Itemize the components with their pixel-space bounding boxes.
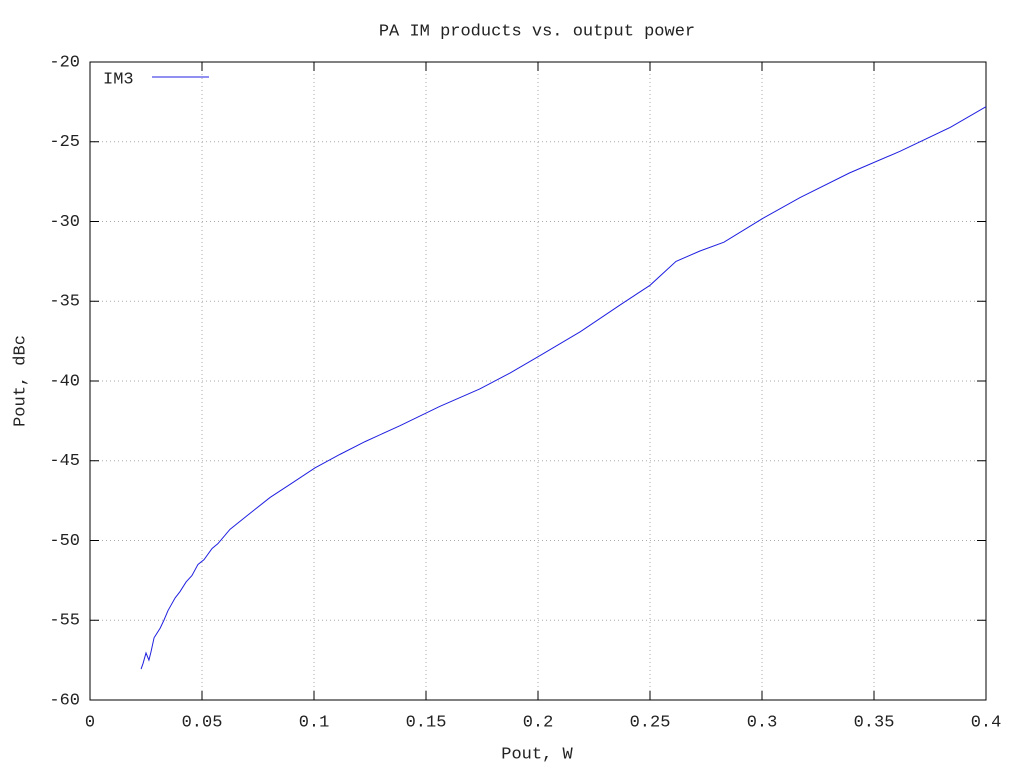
y-tick-label: -55 <box>49 612 80 631</box>
data-line <box>140 106 987 670</box>
y-tick-label: -20 <box>49 53 80 72</box>
x-tick-label: 0.4 <box>971 713 1002 732</box>
plot-frame <box>89 61 987 701</box>
x-tick-label: 0.1 <box>299 713 330 732</box>
y-tick-label: -35 <box>49 293 80 312</box>
y-tick-label: -60 <box>49 691 80 710</box>
x-tick-label: 0.2 <box>523 713 554 732</box>
x-tick-label: 0.05 <box>182 713 223 732</box>
y-tick-label: -30 <box>49 213 80 232</box>
x-tick-label: 0 <box>85 713 95 732</box>
y-axis-label: Pout, dBc <box>11 335 30 427</box>
x-tick-label: 0.25 <box>630 713 671 732</box>
y-tick-label: -50 <box>49 532 80 551</box>
x-axis-label: Pout, W <box>501 745 573 764</box>
x-tick-label: 0.35 <box>854 713 895 732</box>
y-tick-label: -45 <box>49 452 80 471</box>
chart-title: PA IM products vs. output power <box>379 22 695 41</box>
legend-label: IM3 <box>103 70 134 89</box>
x-tick-label: 0.15 <box>406 713 447 732</box>
y-tick-label: -25 <box>49 133 80 152</box>
y-tick-label: -40 <box>49 372 80 391</box>
x-tick-label: 0.3 <box>747 713 778 732</box>
